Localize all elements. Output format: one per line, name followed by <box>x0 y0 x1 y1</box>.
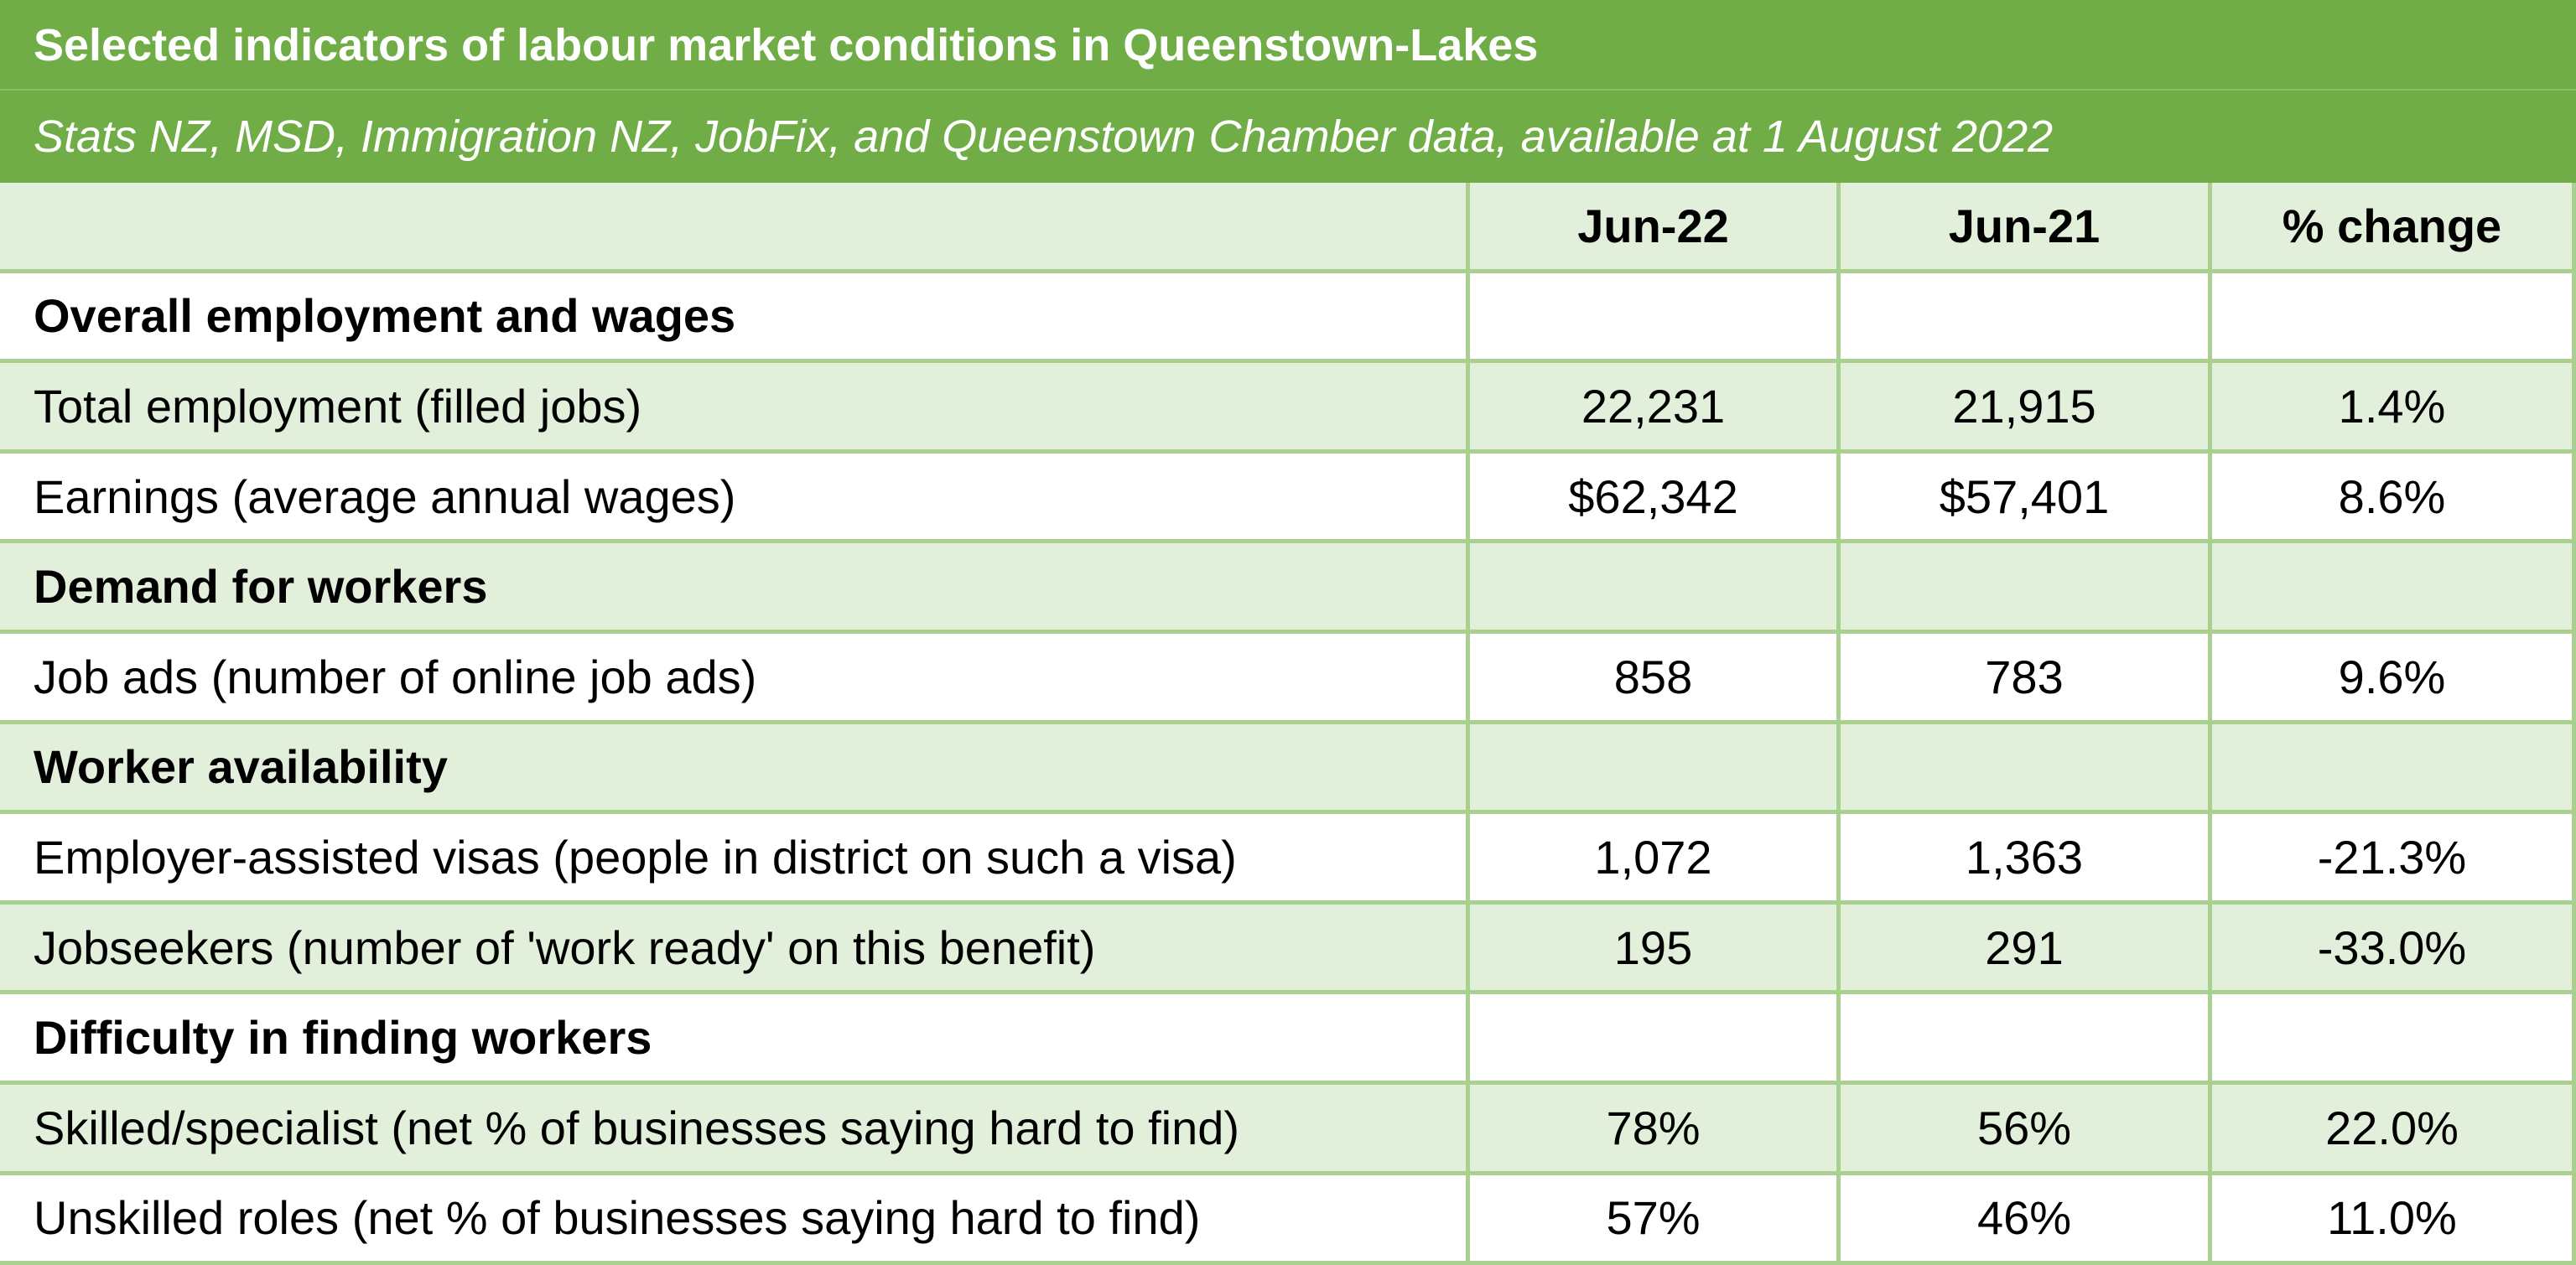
empty-cell <box>1841 543 2212 634</box>
section-label: Overall employment and wages <box>0 272 1470 364</box>
section-label: Difficulty in finding workers <box>0 994 1470 1085</box>
value-cell: 1,072 <box>1470 814 1841 905</box>
value-cell: $57,401 <box>1841 453 2212 544</box>
empty-cell <box>2212 994 2576 1085</box>
value-cell: 46% <box>1841 1174 2212 1265</box>
empty-cell <box>2212 272 2576 364</box>
value-cell: 78% <box>1470 1084 1841 1175</box>
value-cell: 783 <box>1841 633 2212 724</box>
row-label: Total employment (filled jobs) <box>0 363 1470 454</box>
empty-cell <box>1470 543 1841 634</box>
empty-cell <box>2212 543 2576 634</box>
empty-cell <box>1841 723 2212 815</box>
value-cell: 858 <box>1470 633 1841 724</box>
value-cell: 1.4% <box>2212 363 2576 454</box>
value-cell: 195 <box>1470 904 1841 995</box>
table-title: Selected indicators of labour market con… <box>0 0 2576 91</box>
value-cell: 11.0% <box>2212 1174 2576 1265</box>
value-cell: 22.0% <box>2212 1084 2576 1175</box>
row-label: Earnings (average annual wages) <box>0 453 1470 544</box>
section-label: Demand for workers <box>0 543 1470 634</box>
empty-cell <box>2212 723 2576 815</box>
row-label: Job ads (number of online job ads) <box>0 633 1470 724</box>
empty-cell <box>1841 994 2212 1085</box>
column-header: Jun-22 <box>1470 183 1841 273</box>
value-cell: $62,342 <box>1470 453 1841 544</box>
empty-cell <box>1470 272 1841 364</box>
empty-cell <box>1470 994 1841 1085</box>
table-subtitle: Stats NZ, MSD, Immigration NZ, JobFix, a… <box>0 91 2576 183</box>
table: Jun-22 Jun-21% change Overall employment a… <box>0 183 2576 1265</box>
row-label: Skilled/specialist (net % of businesses … <box>0 1084 1470 1175</box>
value-cell: 291 <box>1841 904 2212 995</box>
section-label: Worker availability <box>0 723 1470 815</box>
value-cell: 56% <box>1841 1084 2212 1175</box>
column-header: Jun-21 <box>1841 183 2212 273</box>
value-cell: 22,231 <box>1470 363 1841 454</box>
value-cell: 1,363 <box>1841 814 2212 905</box>
row-label: Jobseekers (number of 'work ready' on th… <box>0 904 1470 995</box>
value-cell: -33.0% <box>2212 904 2576 995</box>
value-cell: 9.6% <box>2212 633 2576 724</box>
row-label: Unskilled roles (net % of businesses say… <box>0 1174 1470 1265</box>
column-header: % change <box>2212 183 2576 273</box>
row-label: Employer-assisted visas (people in distr… <box>0 814 1470 905</box>
header-blank <box>0 183 1470 273</box>
value-cell: -21.3% <box>2212 814 2576 905</box>
empty-cell <box>1841 272 2212 364</box>
value-cell: 57% <box>1470 1174 1841 1265</box>
value-cell: 21,915 <box>1841 363 2212 454</box>
empty-cell <box>1470 723 1841 815</box>
value-cell: 8.6% <box>2212 453 2576 544</box>
